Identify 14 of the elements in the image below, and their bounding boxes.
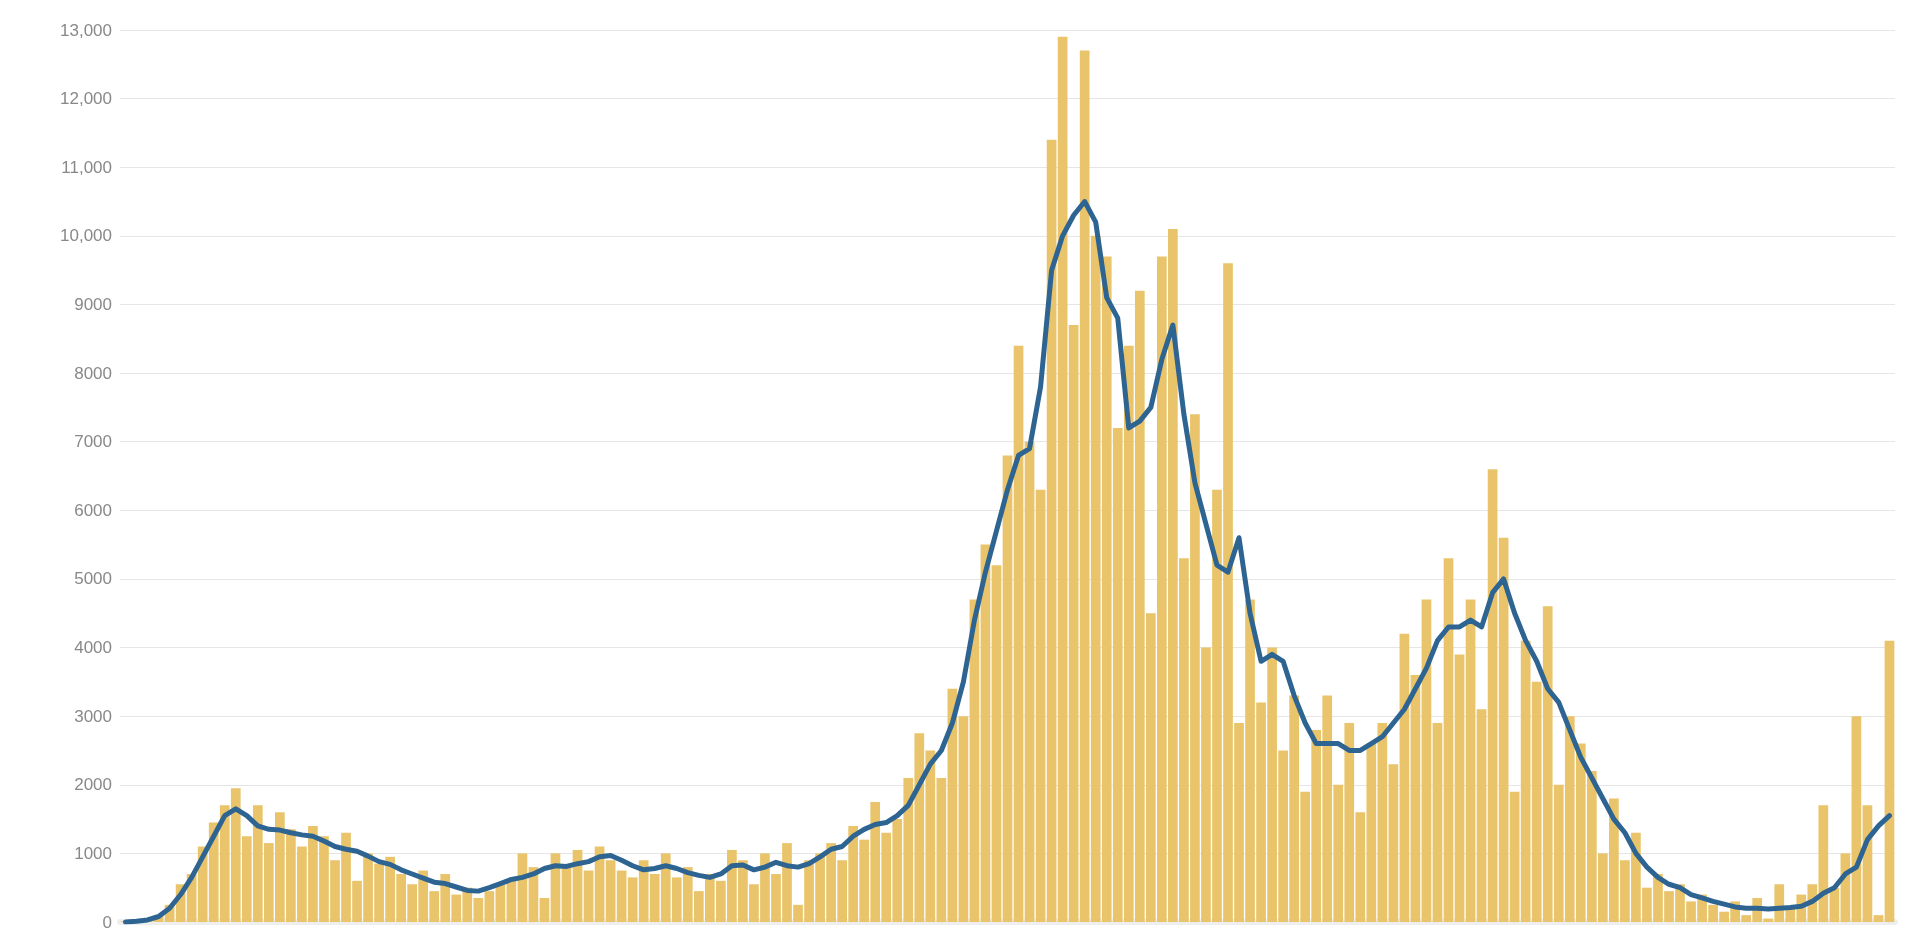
y-tick-label: 10,000 [60,226,112,246]
y-tick-label: 4000 [74,638,112,658]
y-tick-label: 0 [102,912,112,932]
y-tick-label: 8000 [74,363,112,383]
y-tick-label: 2000 [74,775,112,795]
y-tick-label: 11,000 [61,157,112,177]
y-tick-label: 13,000 [60,20,112,40]
y-tick-label: 9000 [74,294,112,314]
y-tick-label: 6000 [74,500,112,520]
y-tick-label: 7000 [74,432,112,452]
y-tick-label: 5000 [74,569,112,589]
y-tick-label: 1000 [74,843,112,863]
y-tick-label: 3000 [74,706,112,726]
y-tick-label: 12,000 [60,89,112,109]
